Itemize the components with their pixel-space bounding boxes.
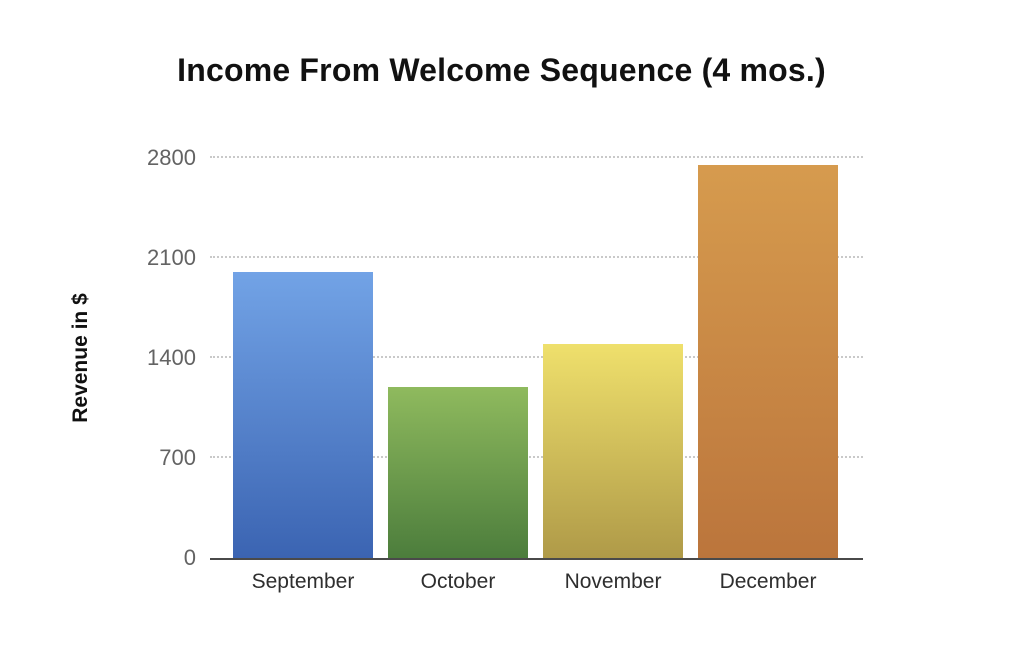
y-axis-title-container: Revenue in $ [58,158,104,558]
x-tick-labels: September October November December [210,570,863,602]
x-tick-label-october: October [420,570,496,593]
bar-december [698,165,838,558]
x-axis-line [210,558,863,560]
x-tick-label-november: November [564,570,662,593]
y-tick-labels: 0 700 1400 2100 2800 [110,145,196,570]
y-tick-label-2800: 2800 [147,145,196,170]
gridline-700 [210,456,863,458]
bar-september [233,272,373,558]
y-tick-label-1400: 1400 [147,345,196,370]
bar-november [543,343,683,558]
plot-area [210,156,863,560]
chart-title: Income From Welcome Sequence (4 mos.) [177,52,826,88]
y-tick-label-2100: 2100 [147,245,196,270]
gridline-2800 [210,156,863,158]
gridline-1400 [210,356,863,358]
y-axis-title: Revenue in $ [69,293,92,423]
x-tick-label-december: December [719,570,817,593]
bar-october [388,386,528,558]
x-tick-label-september: September [251,570,355,593]
y-tick-label-0: 0 [183,545,196,570]
gridline-2100 [210,256,863,258]
y-tick-label-700: 700 [159,445,196,470]
